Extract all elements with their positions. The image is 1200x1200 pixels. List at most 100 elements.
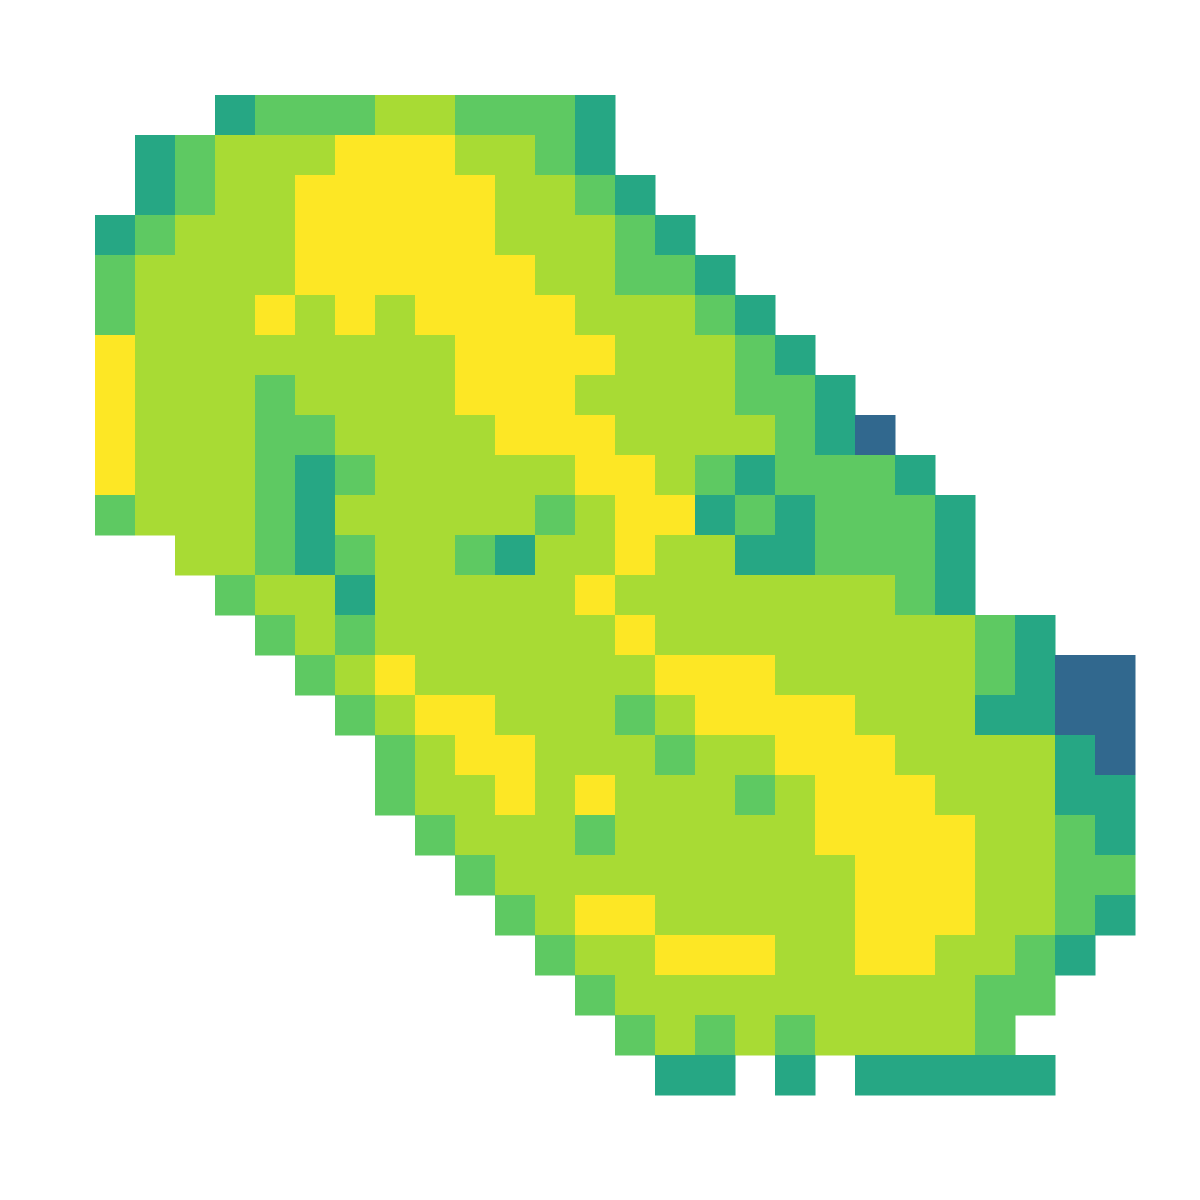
density-cell — [655, 215, 696, 256]
density-cell — [855, 575, 896, 616]
density-cell — [375, 535, 416, 576]
density-cell — [135, 135, 176, 176]
density-cell — [535, 735, 576, 776]
density-cell — [735, 695, 776, 736]
density-cell — [455, 535, 496, 576]
density-cell — [895, 535, 936, 576]
density-cell — [135, 335, 176, 376]
density-cell — [935, 935, 976, 976]
density-cell — [375, 135, 416, 176]
density-cell — [815, 375, 856, 416]
density-cell — [735, 575, 776, 616]
density-cell — [775, 775, 816, 816]
density-cell — [295, 295, 336, 336]
density-cell — [935, 775, 976, 816]
density-cell — [95, 455, 136, 496]
density-cell — [695, 975, 736, 1016]
density-cell — [895, 1015, 936, 1056]
density-cell — [575, 455, 616, 496]
density-cell — [175, 375, 216, 416]
density-cell — [935, 975, 976, 1016]
density-cell — [1055, 935, 1096, 976]
density-cell — [495, 455, 536, 496]
density-cell — [895, 455, 936, 496]
density-cell — [1055, 815, 1096, 856]
density-cell — [495, 335, 536, 376]
density-cell — [975, 1015, 1016, 1056]
density-cell — [375, 695, 416, 736]
density-cell — [695, 1055, 736, 1096]
density-cell — [575, 415, 616, 456]
density-cell — [95, 295, 136, 336]
density-cell — [175, 415, 216, 456]
density-cell — [335, 455, 376, 496]
density-cell — [655, 855, 696, 896]
density-cell — [695, 575, 736, 616]
density-cell — [1055, 655, 1096, 696]
density-cell — [535, 775, 576, 816]
density-cell — [255, 255, 296, 296]
density-cell — [695, 415, 736, 456]
density-cell — [215, 375, 256, 416]
density-cell — [335, 335, 376, 376]
density-cell — [455, 295, 496, 336]
density-cell — [1015, 935, 1056, 976]
density-cell — [415, 415, 456, 456]
density-cell — [735, 535, 776, 576]
density-cell — [495, 615, 536, 656]
density-cell — [575, 975, 616, 1016]
density-cell — [175, 295, 216, 336]
density-cell — [535, 415, 576, 456]
density-cell — [695, 335, 736, 376]
density-cell — [775, 895, 816, 936]
density-cell — [255, 615, 296, 656]
density-cell — [135, 255, 176, 296]
density-cell — [735, 415, 776, 456]
density-cell — [1095, 655, 1136, 696]
density-cell — [975, 655, 1016, 696]
density-cell — [655, 375, 696, 416]
density-cell — [295, 455, 336, 496]
density-cell — [855, 935, 896, 976]
density-cell — [695, 935, 736, 976]
density-cell — [575, 895, 616, 936]
density-cell — [575, 95, 616, 136]
density-cell — [935, 655, 976, 696]
density-cell — [175, 535, 216, 576]
density-cell — [815, 615, 856, 656]
density-cell — [575, 375, 616, 416]
density-cell — [615, 735, 656, 776]
density-cell — [735, 775, 776, 816]
density-cell — [335, 495, 376, 536]
density-cell — [335, 655, 376, 696]
density-cell — [895, 935, 936, 976]
density-cell — [815, 895, 856, 936]
density-cell — [455, 415, 496, 456]
density-cell — [695, 615, 736, 656]
density-cell — [455, 455, 496, 496]
density-cell — [615, 375, 656, 416]
density-cell — [1015, 855, 1056, 896]
density-cell — [655, 615, 696, 656]
density-cell — [375, 495, 416, 536]
density-cell — [575, 655, 616, 696]
density-cell — [215, 215, 256, 256]
density-cell — [1095, 735, 1136, 776]
density-cell — [855, 455, 896, 496]
density-cell — [575, 815, 616, 856]
density-cell — [215, 415, 256, 456]
density-cell — [655, 895, 696, 936]
density-cell — [415, 495, 456, 536]
density-cell — [215, 495, 256, 536]
density-cell — [415, 455, 456, 496]
density-cell — [295, 415, 336, 456]
density-cell — [255, 575, 296, 616]
density-cell — [295, 255, 336, 296]
density-cell — [415, 735, 456, 776]
density-cell — [455, 495, 496, 536]
density-cell — [95, 215, 136, 256]
density-cell — [775, 1015, 816, 1056]
density-cell — [895, 1055, 936, 1096]
density-cell — [255, 495, 296, 536]
density-cell — [575, 295, 616, 336]
